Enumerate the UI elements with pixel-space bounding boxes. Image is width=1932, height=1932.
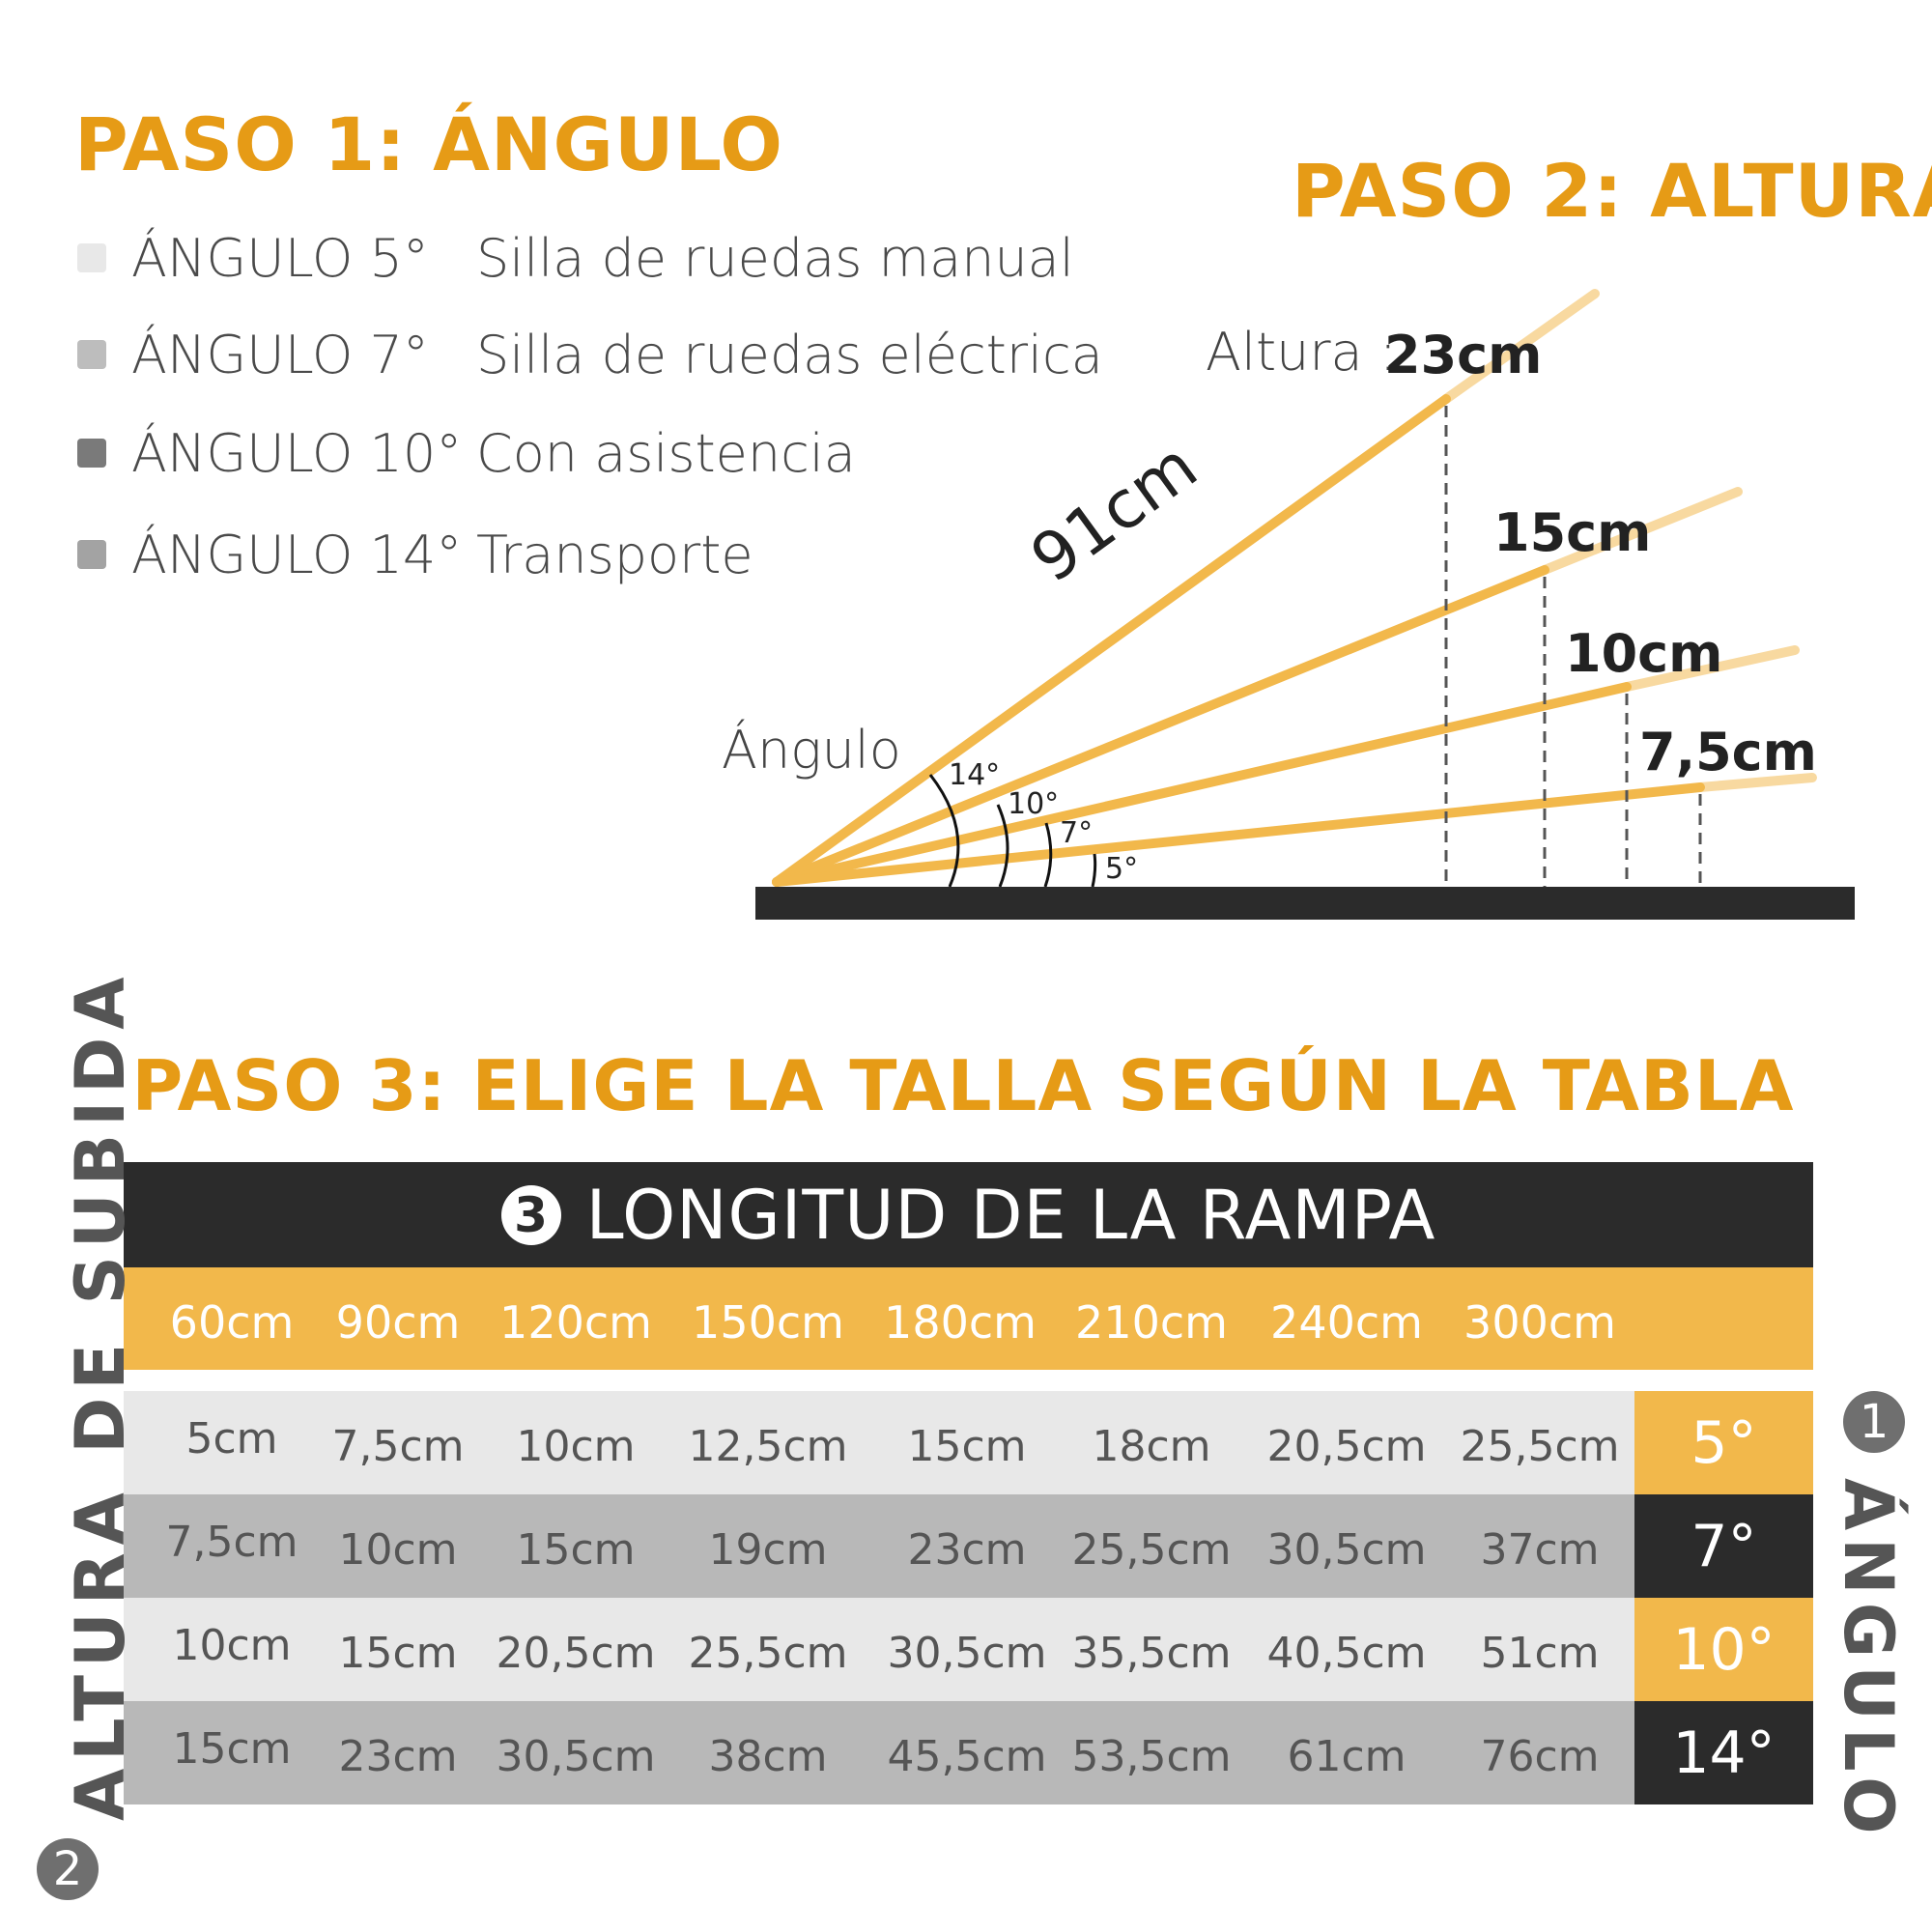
legend-swatch bbox=[77, 243, 106, 272]
table-cell: 18cm bbox=[1092, 1422, 1211, 1471]
length-col-header: 210cm bbox=[1075, 1296, 1228, 1349]
angle-arcs bbox=[928, 774, 1097, 888]
legend-label: ÁNGULO 14° bbox=[131, 524, 463, 585]
table-cell: 5cm bbox=[185, 1414, 278, 1463]
table-row: 15cm 23cm 30,5cm 38cm 45,5cm 53,5cm 61cm… bbox=[124, 1701, 1634, 1804]
step3-title: PASO 3: ELIGE LA TALLA SEGÚN LA TABLA bbox=[131, 1045, 1795, 1126]
table-cell: 12,5cm bbox=[688, 1422, 848, 1471]
angle-10-label: 10° bbox=[1008, 787, 1060, 821]
table-header: 3 LONGITUD DE LA RAMPA bbox=[124, 1162, 1813, 1267]
table-cell: 10cm bbox=[516, 1422, 636, 1471]
angle-5-label: 5° bbox=[1105, 852, 1139, 886]
angle-label: Ángulo bbox=[722, 720, 901, 781]
legend-desc: Silla de ruedas manual bbox=[476, 227, 1074, 289]
step1-badge: 1 bbox=[1843, 1391, 1905, 1453]
ramp-angle-diagram bbox=[755, 289, 1855, 920]
table-cell: 7,5cm bbox=[165, 1518, 298, 1567]
legend-desc: Transporte bbox=[476, 524, 753, 585]
height-7-5-label: 7,5cm bbox=[1639, 722, 1817, 782]
height-10-label: 10cm bbox=[1565, 623, 1723, 684]
table-cell: 23cm bbox=[907, 1525, 1027, 1575]
legend-desc: Silla de ruedas eléctrica bbox=[476, 324, 1103, 385]
length-col-header: 240cm bbox=[1270, 1296, 1423, 1349]
table-cell: 38cm bbox=[708, 1732, 828, 1781]
angle-cell-10: 10° bbox=[1634, 1598, 1813, 1701]
table-cell: 61cm bbox=[1287, 1732, 1406, 1781]
table-cell: 15cm bbox=[516, 1525, 636, 1575]
table-cell: 30,5cm bbox=[1266, 1525, 1427, 1575]
ramp-extension-lines bbox=[1441, 289, 1817, 792]
angle-14-label: 14° bbox=[949, 758, 1001, 792]
legend-swatch bbox=[77, 340, 106, 369]
table-row: 10cm 15cm 20,5cm 25,5cm 30,5cm 35,5cm 40… bbox=[124, 1598, 1634, 1701]
table-cell: 53,5cm bbox=[1071, 1732, 1232, 1781]
length-col-header: 150cm bbox=[692, 1296, 844, 1349]
table-cell: 30,5cm bbox=[887, 1629, 1047, 1678]
angle-7-label: 7° bbox=[1060, 816, 1094, 850]
table-row: 5cm 7,5cm 10cm 12,5cm 15cm 18cm 20,5cm 2… bbox=[124, 1391, 1634, 1494]
ramp-lines bbox=[772, 394, 1705, 887]
legend-item-7deg: ÁNGULO 7° Silla de ruedas eléctrica bbox=[77, 321, 1103, 388]
legend-item-5deg: ÁNGULO 5° Silla de ruedas manual bbox=[77, 224, 1074, 292]
length-col-header: 300cm bbox=[1463, 1296, 1616, 1349]
height-15-label: 15cm bbox=[1493, 502, 1652, 563]
legend-desc: Con asistencia bbox=[476, 422, 856, 484]
left-axis-label: ALTURA DE SUBIDA bbox=[61, 969, 140, 1821]
table-cell: 19cm bbox=[708, 1525, 828, 1575]
table-cell: 10cm bbox=[338, 1525, 458, 1575]
legend-item-10deg: ÁNGULO 10° Con asistencia bbox=[77, 419, 856, 487]
height-dashed-lines bbox=[1444, 406, 1702, 887]
table-cell: 37cm bbox=[1480, 1525, 1600, 1575]
length-col-header: 90cm bbox=[335, 1296, 461, 1349]
table-cell: 30,5cm bbox=[496, 1732, 656, 1781]
legend-swatch bbox=[77, 540, 106, 569]
step2-title: PASO 2: ALTURA bbox=[1292, 148, 1932, 234]
ground-bar bbox=[755, 887, 1855, 920]
table-cell: 25,5cm bbox=[1071, 1525, 1232, 1575]
table-cell: 20,5cm bbox=[1266, 1422, 1427, 1471]
legend-label: ÁNGULO 10° bbox=[131, 422, 463, 484]
legend-label: ÁNGULO 5° bbox=[131, 227, 429, 289]
table-cell: 25,5cm bbox=[1460, 1422, 1620, 1471]
angle-cell-7: 7° bbox=[1634, 1494, 1813, 1598]
length-col-header: 180cm bbox=[884, 1296, 1037, 1349]
legend-swatch bbox=[77, 439, 106, 468]
angle-cell-5: 5° bbox=[1634, 1391, 1813, 1494]
step1-title: PASO 1: ÁNGULO bbox=[74, 101, 783, 187]
length-col-header: 120cm bbox=[499, 1296, 652, 1349]
table-cell: 25,5cm bbox=[688, 1629, 848, 1678]
angle-cell-14: 14° bbox=[1634, 1701, 1813, 1804]
length-col-header: 60cm bbox=[169, 1296, 295, 1349]
table-row: 7,5cm 10cm 15cm 19cm 23cm 25,5cm 30,5cm … bbox=[124, 1494, 1634, 1598]
table-cell: 15cm bbox=[172, 1724, 292, 1774]
table-cell: 51cm bbox=[1480, 1629, 1600, 1678]
table-cell: 23cm bbox=[338, 1732, 458, 1781]
table-cell: 15cm bbox=[338, 1629, 458, 1678]
legend-item-14deg: ÁNGULO 14° Transporte bbox=[77, 521, 753, 588]
table-cell: 40,5cm bbox=[1266, 1629, 1427, 1678]
legend-label: ÁNGULO 7° bbox=[131, 324, 429, 385]
table-cell: 10cm bbox=[172, 1621, 292, 1670]
table-title: LONGITUD DE LA RAMPA bbox=[585, 1175, 1436, 1255]
table-cell: 45,5cm bbox=[887, 1732, 1047, 1781]
step2-badge: 2 bbox=[37, 1838, 99, 1900]
table-cell: 76cm bbox=[1480, 1732, 1600, 1781]
table-cell: 7,5cm bbox=[331, 1422, 465, 1471]
length-header-row: 60cm 90cm 120cm 150cm 180cm 210cm 240cm … bbox=[124, 1267, 1813, 1370]
height-prefix: Altura : bbox=[1206, 322, 1397, 383]
table-cell: 20,5cm bbox=[496, 1629, 656, 1678]
table-cell: 15cm bbox=[907, 1422, 1027, 1471]
table-cell: 35,5cm bbox=[1071, 1629, 1232, 1678]
right-axis-label: ÁNGULO bbox=[1829, 1478, 1908, 1842]
step3-badge: 3 bbox=[500, 1184, 561, 1245]
height-23-label: 23cm bbox=[1384, 325, 1543, 385]
